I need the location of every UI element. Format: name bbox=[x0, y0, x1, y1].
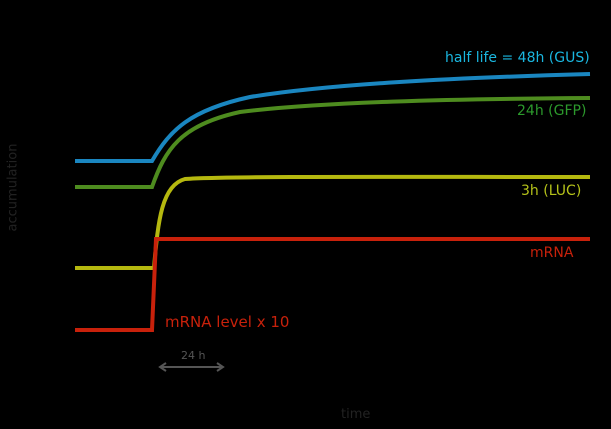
y-axis-label: accumulation bbox=[5, 143, 21, 232]
interval-label: 24 h bbox=[181, 349, 206, 362]
legend-luc: 3h (LUC) bbox=[521, 183, 582, 199]
mrna-annotation: mRNA level x 10 bbox=[165, 313, 290, 331]
interval-arrow bbox=[158, 362, 225, 372]
series-gfp-line bbox=[75, 96, 591, 189]
x-axis-label: time bbox=[341, 407, 371, 422]
series-gus-line bbox=[75, 72, 591, 163]
legend-gus: half life = 48h (GUS) bbox=[445, 50, 590, 66]
legend-gfp: 24h (GFP) bbox=[517, 103, 587, 119]
legend-mrna: mRNA bbox=[530, 245, 574, 261]
series-mrna-line bbox=[75, 237, 590, 332]
series-luc-line bbox=[75, 174, 591, 270]
